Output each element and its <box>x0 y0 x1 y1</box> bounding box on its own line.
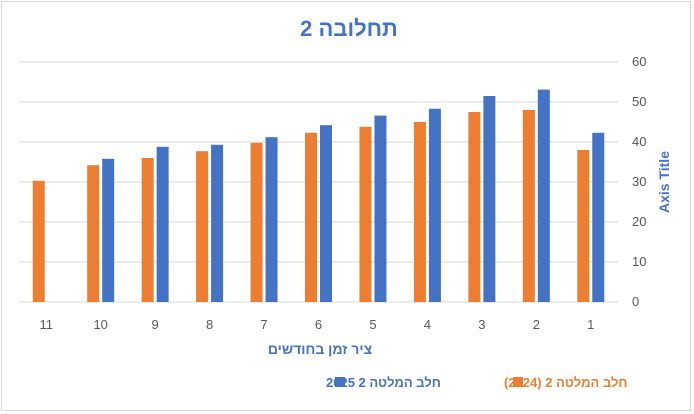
x-tick-label: 10 <box>93 317 107 332</box>
x-tick-label: 4 <box>424 317 431 332</box>
bar-series-1-cat-4 <box>413 122 426 302</box>
bar-series-2-cat-4 <box>428 108 441 302</box>
x-axis-title: ציר זמן בחודשים <box>268 341 372 357</box>
bar-series-2-cat-7 <box>265 137 278 302</box>
x-tick-label: 7 <box>260 317 267 332</box>
y-axis-ticks: 0 10 20 30 40 50 60 <box>632 54 646 309</box>
bar-series-1-cat-1 <box>577 150 590 302</box>
y-tick-label: 0 <box>632 294 639 309</box>
y-tick-label: 40 <box>632 134 646 149</box>
bar-series-2-cat-1 <box>592 132 605 302</box>
x-tick-label: 1 <box>587 317 594 332</box>
y-tick-label: 20 <box>632 214 646 229</box>
legend-marker-1 <box>513 377 523 387</box>
x-tick-label: 5 <box>369 317 376 332</box>
bar-series-1-cat-7 <box>250 142 263 302</box>
legend-label-2: חלב המלטה 2 2025 <box>326 375 441 390</box>
bar-series-1-cat-3 <box>468 112 481 302</box>
y-axis-title: Axis Title <box>656 151 672 213</box>
x-tick-label: 3 <box>478 317 485 332</box>
bar-series-2-cat-8 <box>211 144 224 302</box>
x-tick-label: 11 <box>39 317 53 332</box>
y-tick-label: 10 <box>632 254 646 269</box>
chart-title: תחלובה 2 <box>300 16 398 41</box>
x-tick-label: 8 <box>206 317 213 332</box>
bar-series-1-cat-6 <box>305 132 317 302</box>
bar-series-1-cat-2 <box>522 110 535 302</box>
bar-series-2-cat-3 <box>483 96 496 302</box>
x-tick-label: 2 <box>533 317 540 332</box>
bar-series-1-cat-9 <box>141 158 154 302</box>
y-tick-label: 30 <box>632 174 646 189</box>
y-tick-label: 50 <box>632 94 646 109</box>
bar-series-1-cat-8 <box>196 151 209 302</box>
legend-marker-2 <box>335 377 345 387</box>
x-tick-label: 9 <box>152 317 159 332</box>
legend: חלב המלטה 2 (2024) חלב המלטה 2 2025 <box>326 375 628 390</box>
bar-series-2-cat-10 <box>102 158 115 302</box>
y-tick-label: 60 <box>632 54 646 69</box>
x-tick-label: 6 <box>315 317 322 332</box>
x-axis-ticks: 1 2 3 4 5 6 7 8 9 10 11 <box>39 317 594 332</box>
bar-series-1-cat-5 <box>359 126 372 302</box>
bar-series-2-cat-2 <box>537 89 550 302</box>
legend-label-1: חלב המלטה 2 (2024) <box>504 375 628 390</box>
bar-series-1-cat-11 <box>32 180 45 302</box>
gridlines <box>19 61 618 303</box>
bar-series-2-cat-6 <box>320 125 332 302</box>
bar-series-2-cat-9 <box>156 146 169 302</box>
bars <box>32 89 605 302</box>
bar-series-2-cat-5 <box>374 115 387 302</box>
bar-series-1-cat-10 <box>87 165 100 302</box>
